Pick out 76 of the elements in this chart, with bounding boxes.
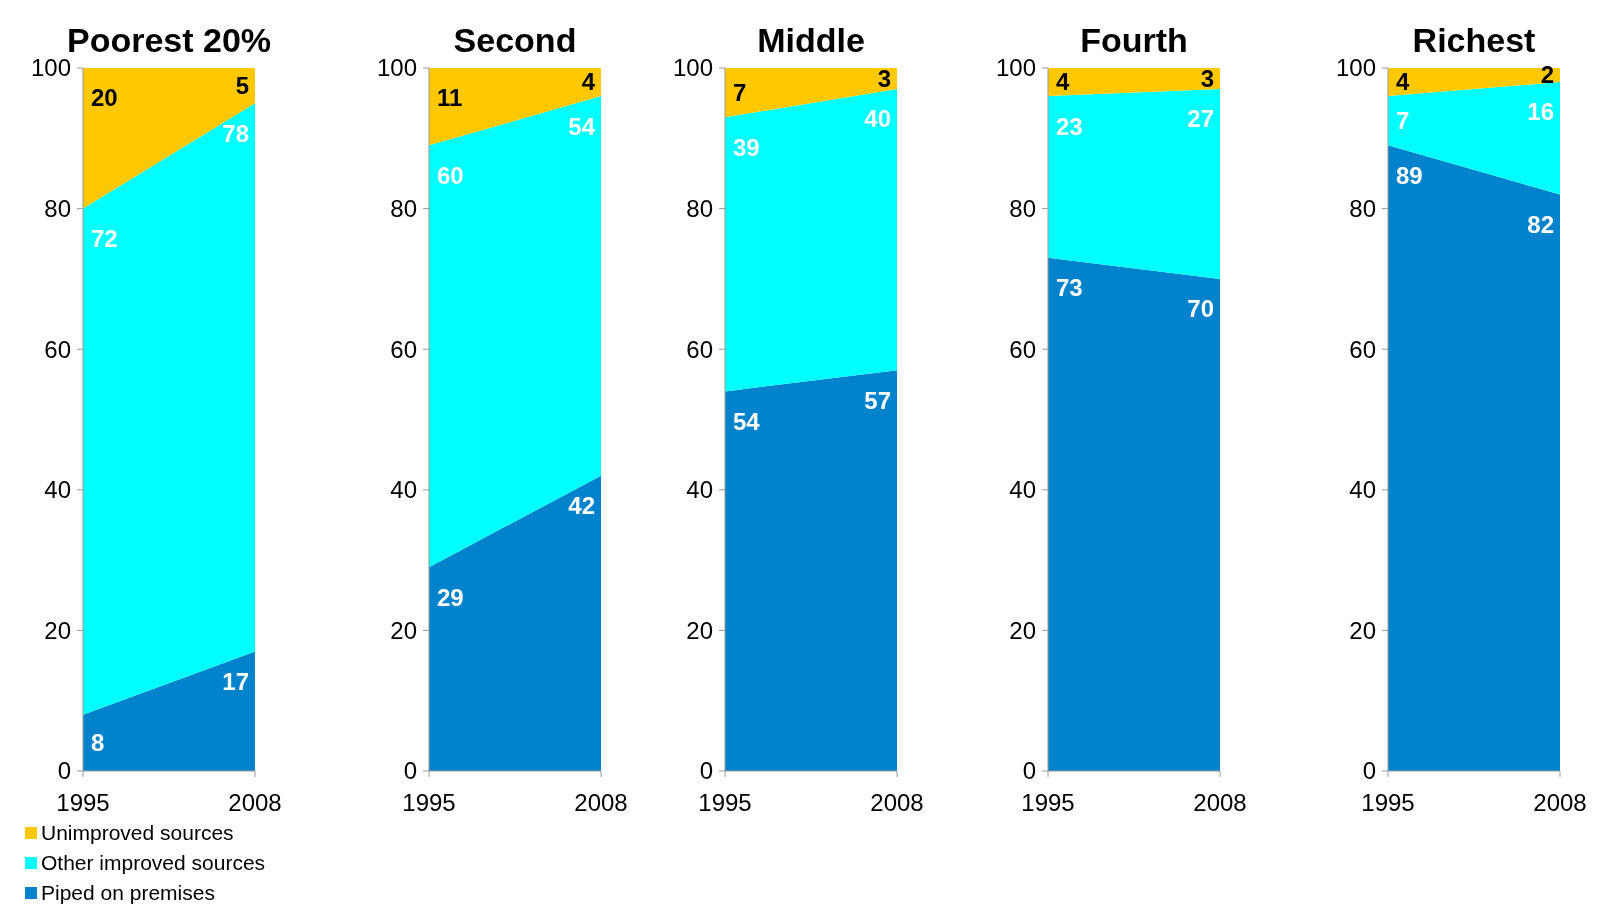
data-label: 3 [1200, 64, 1214, 92]
y-tick-label: 60 [390, 335, 417, 363]
y-tick-label: 0 [1022, 757, 1036, 785]
data-label: 20 [91, 84, 118, 112]
x-tick-label: 2008 [228, 789, 282, 816]
data-label: 4 [581, 68, 596, 96]
data-label: 7 [1396, 107, 1410, 135]
y-tick-label: 20 [44, 616, 71, 644]
y-tick-label: 40 [686, 476, 713, 504]
data-label: 7 [733, 79, 747, 107]
x-tick-label: 2008 [1193, 789, 1247, 816]
data-label: 8 [91, 729, 105, 757]
x-tick-label: 1995 [1021, 789, 1075, 816]
data-label: 3 [877, 64, 891, 92]
data-label: 89 [1396, 161, 1423, 189]
data-label: 54 [733, 407, 761, 435]
y-tick-label: 0 [403, 757, 417, 785]
chart-title: Middle [757, 21, 865, 59]
y-tick-label: 20 [1009, 616, 1036, 644]
legend-label: Piped on premises [41, 881, 215, 905]
y-tick-label: 0 [1362, 757, 1376, 785]
data-label: 2 [1540, 61, 1554, 89]
chart-title: Richest [1412, 21, 1536, 59]
data-label: 70 [1187, 295, 1214, 323]
data-label: 54 [568, 112, 596, 140]
data-label: 5 [235, 71, 249, 99]
y-tick-label: 60 [1349, 335, 1376, 363]
y-tick-label: 0 [699, 757, 713, 785]
x-tick-label: 1995 [56, 789, 110, 816]
data-label: 82 [1527, 210, 1554, 238]
x-tick-label: 1995 [1361, 789, 1415, 816]
y-tick-label: 100 [672, 54, 713, 82]
data-label: 27 [1187, 105, 1214, 133]
y-tick-label: 100 [376, 54, 417, 82]
data-label: 73 [1056, 274, 1083, 302]
data-label: 42 [568, 492, 595, 520]
y-tick-label: 60 [44, 335, 71, 363]
data-label: 57 [864, 386, 891, 414]
y-tick-label: 80 [1009, 195, 1036, 222]
legend-label: Unimproved sources [41, 821, 234, 845]
data-label: 17 [222, 667, 249, 695]
y-tick-label: 60 [1009, 335, 1036, 363]
legend-label: Other improved sources [41, 851, 266, 875]
data-label: 78 [222, 119, 249, 147]
data-label: 40 [864, 105, 891, 133]
y-tick-label: 80 [44, 195, 71, 222]
y-tick-label: 20 [390, 616, 417, 644]
data-label: 16 [1527, 98, 1554, 126]
x-tick-label: 1995 [402, 789, 456, 816]
y-tick-label: 100 [1335, 54, 1376, 82]
data-label: 4 [1056, 68, 1070, 96]
y-tick-label: 80 [390, 195, 417, 222]
y-tick-label: 0 [57, 757, 71, 785]
chart-title: Fourth [1080, 21, 1188, 59]
y-tick-label: 40 [1349, 476, 1376, 504]
y-tick-label: 60 [686, 335, 713, 363]
y-tick-label: 40 [1009, 476, 1036, 504]
x-tick-label: 2008 [574, 789, 628, 816]
data-label: 72 [91, 225, 118, 252]
data-label: 11 [437, 84, 463, 112]
y-tick-label: 20 [1349, 616, 1376, 644]
y-tick-label: 40 [390, 476, 417, 504]
data-label: 4 [1396, 68, 1410, 96]
data-label: 23 [1056, 112, 1083, 140]
y-tick-label: 100 [995, 54, 1036, 82]
data-label: 29 [437, 583, 464, 611]
x-tick-label: 1995 [698, 789, 752, 816]
y-tick-label: 40 [44, 476, 71, 504]
data-label: 39 [733, 133, 760, 161]
x-tick-label: 2008 [1533, 789, 1587, 816]
y-tick-label: 80 [1349, 195, 1376, 222]
y-tick-label: 80 [686, 195, 713, 222]
chart-title: Second [453, 21, 577, 59]
y-tick-label: 20 [686, 616, 713, 644]
x-tick-label: 2008 [870, 789, 924, 816]
data-label: 60 [437, 161, 464, 189]
